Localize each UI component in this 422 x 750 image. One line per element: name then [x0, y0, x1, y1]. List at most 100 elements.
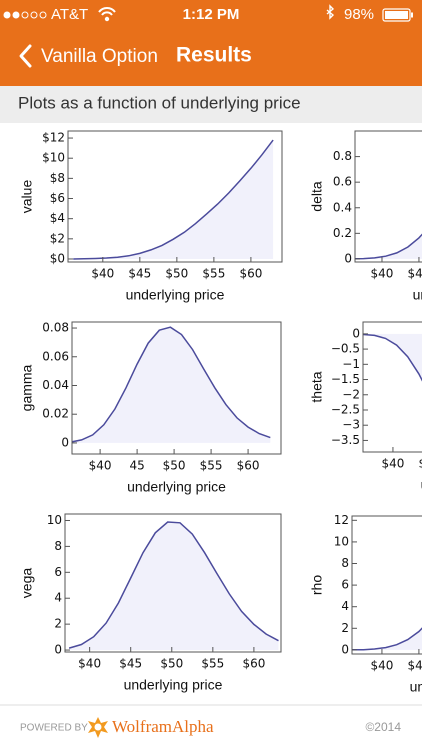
y-tick-label: 6 — [341, 578, 349, 592]
y-tick-label: 0 — [344, 251, 352, 265]
y-tick-label: $2 — [50, 231, 65, 245]
plot-frame — [67, 130, 283, 263]
chart: 0 2 4 6 8 10 $40 $45 $50 $55 $60 underlying price ve… — [19, 513, 282, 693]
y-tick-label: 0.4 — [333, 200, 352, 214]
brand-logo[interactable] — [88, 717, 108, 738]
x-tick-label: $40 — [91, 267, 114, 281]
curve — [72, 326, 271, 443]
plot-area — [363, 333, 422, 382]
plot-area — [68, 521, 279, 651]
curve — [363, 333, 422, 382]
x-axis-label: underlying price — [126, 287, 225, 303]
y-axis-label: delta — [309, 181, 325, 212]
x-tick-label: $45 — [119, 657, 142, 671]
x-axis-label: underlying price — [410, 679, 422, 695]
curve — [355, 233, 422, 260]
curve — [73, 139, 274, 260]
y-tick-label: −3 — [342, 418, 360, 432]
y-tick-label: 10 — [47, 513, 62, 527]
x-tick-label: $50 — [165, 267, 188, 281]
y-axis-label: value — [19, 180, 35, 214]
plot-frame — [354, 130, 422, 263]
y-tick-label: 0.02 — [42, 407, 69, 421]
plot-area — [355, 233, 422, 260]
x-tick-label: $45 — [128, 267, 151, 281]
y-tick-label: 0 — [61, 435, 69, 449]
carrier: AT&T — [51, 6, 88, 23]
area-fill — [355, 234, 422, 259]
y-tick-label: 0.06 — [42, 349, 69, 363]
plot-area — [73, 139, 274, 260]
x-tick-label: $60 — [242, 657, 265, 671]
section-bar — [0, 86, 422, 123]
y-tick-label: 8 — [54, 539, 62, 553]
plot-frame — [71, 321, 282, 455]
y-tick-label: 0.6 — [333, 175, 352, 189]
area-fill — [352, 628, 422, 650]
clock: 1:12 PM — [183, 6, 240, 23]
battery-icon — [382, 8, 413, 22]
area-fill — [72, 327, 271, 443]
plot-area — [72, 326, 271, 443]
y-tick-label: 10 — [334, 534, 349, 548]
y-tick-label: $4 — [50, 211, 65, 225]
plot-frame — [351, 515, 422, 655]
y-tick-label: 8 — [341, 556, 349, 570]
x-tick-label: $40 — [370, 659, 393, 673]
x-axis-label: underlying price — [421, 477, 422, 493]
y-tick-label: −1 — [342, 357, 360, 371]
header-title: Results — [176, 44, 252, 67]
y-tick-label: 0 — [352, 326, 360, 340]
curve — [352, 627, 422, 651]
y-tick-label: $0 — [50, 251, 65, 265]
powered-by: POWERED BY — [20, 723, 88, 734]
y-tick-label: 12 — [334, 513, 349, 527]
y-tick-label: 0 — [341, 642, 349, 656]
x-tick-label: $45 — [418, 457, 422, 471]
section-title: Plots as a function of underlying price — [18, 93, 301, 112]
y-tick-label: $6 — [50, 191, 65, 205]
x-tick-label: 45 — [129, 459, 144, 473]
y-tick-label: 4 — [54, 591, 62, 605]
battery-percent: 98% — [344, 6, 374, 23]
y-tick-label: −2 — [342, 387, 360, 401]
x-tick-label: $60 — [239, 267, 262, 281]
curve — [68, 521, 279, 649]
y-tick-label: 2 — [341, 621, 349, 635]
y-tick-label: −0.5 — [331, 342, 360, 356]
area-fill — [69, 522, 279, 651]
y-tick-label: 6 — [54, 565, 62, 579]
back-chevron[interactable] — [19, 44, 32, 68]
y-tick-label: $12 — [42, 131, 65, 145]
plot-frame — [362, 321, 422, 453]
area-fill — [363, 333, 422, 381]
x-tick-label: $40 — [371, 267, 394, 281]
y-tick-label: 0.8 — [333, 149, 352, 163]
x-tick-label: $40 — [78, 657, 101, 671]
y-tick-label: $8 — [50, 171, 65, 185]
x-axis-label: underlying price — [413, 287, 422, 303]
brand-name[interactable]: WolframAlpha — [112, 717, 214, 736]
x-tick-label: $55 — [201, 657, 224, 671]
x-tick-label: $45 — [407, 659, 422, 673]
x-tick-label: $55 — [200, 459, 223, 473]
y-tick-label: 0 — [54, 643, 62, 657]
area-fill — [73, 140, 274, 259]
header-background — [0, 0, 422, 86]
x-tick-label: $45 — [407, 267, 422, 281]
y-tick-label: $10 — [42, 151, 65, 165]
y-tick-label: 2 — [54, 617, 62, 631]
chart: $0 $2 $4 $6 $8 $10 $12 $40 $45 $50 $55 $60 underlyin… — [19, 130, 283, 303]
x-axis-label: underlying price — [127, 479, 226, 495]
y-tick-label: −1.5 — [331, 372, 360, 386]
y-axis-label: rho — [309, 575, 325, 595]
x-tick-label: $40 — [381, 457, 404, 471]
chart: 0−0.5−1−1.5−2−2.5−3−3.5$40$45$50$55$60un… — [309, 321, 422, 493]
back-button[interactable]: Vanilla Option — [41, 46, 158, 67]
x-tick-label: $55 — [202, 267, 225, 281]
x-tick-label: $50 — [163, 459, 186, 473]
y-tick-label: 4 — [341, 599, 349, 613]
